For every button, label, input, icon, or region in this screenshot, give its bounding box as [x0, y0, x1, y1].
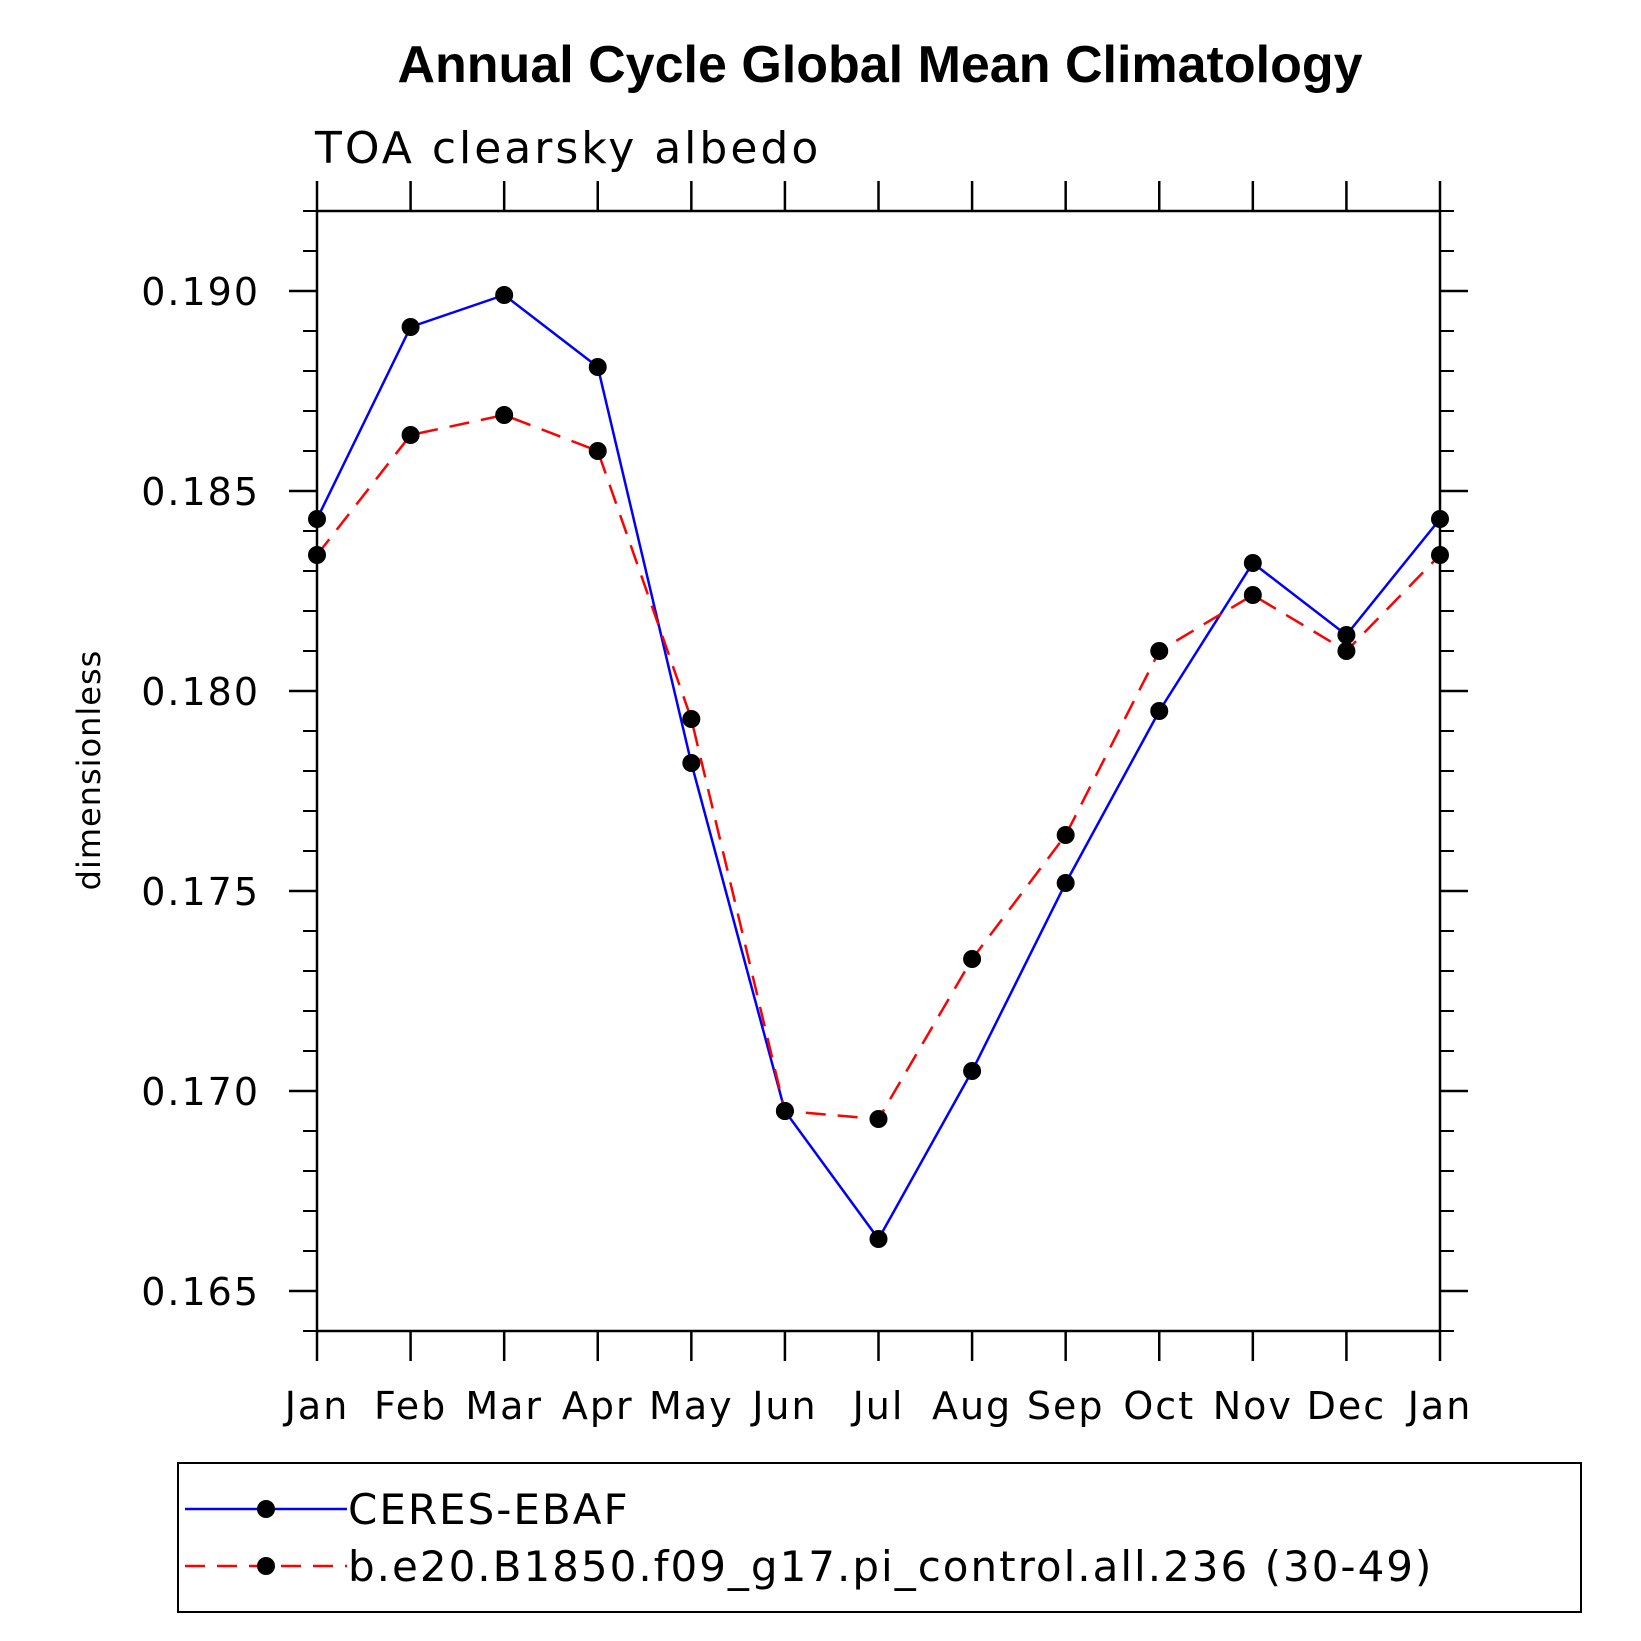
series-line-2: [316, 413, 1441, 1121]
legend-marker-series-2: [257, 1557, 275, 1575]
x-tick-label: Jun: [750, 1384, 817, 1428]
series-1-point: [1056, 874, 1075, 892]
series-2-point: [1150, 642, 1169, 660]
y-tick-label: 0.190: [141, 270, 260, 314]
y-axis-label: dimensionless: [70, 650, 108, 891]
series-2-point: [401, 426, 420, 444]
series-1-point: [1243, 554, 1262, 572]
series-1-point: [401, 318, 420, 336]
y-tick-label: 0.185: [141, 470, 260, 514]
series-1-point: [682, 754, 701, 772]
series-2-point: [682, 710, 701, 728]
series-1-point: [1337, 626, 1356, 644]
chart-subtitle: TOA clearsky albedo: [314, 123, 821, 174]
series-1-point: [869, 1230, 888, 1248]
x-tick-label: Apr: [562, 1384, 634, 1428]
x-tick-label: Sep: [1027, 1384, 1105, 1428]
plot-frame: [315, 209, 1442, 1333]
series-line-1: [315, 293, 1441, 1242]
x-tick-label: Jul: [851, 1384, 905, 1428]
series-2-point: [308, 546, 326, 564]
y-tick-label: 0.170: [141, 1070, 260, 1114]
x-tick-label: Nov: [1213, 1384, 1293, 1428]
series-1-point: [308, 510, 326, 528]
series-2-point: [1431, 546, 1449, 564]
legend-label-series-2: b.e20.B1850.f09_g17.pi_control.all.236 (…: [348, 1542, 1433, 1591]
chart-title: Annual Cycle Global Mean Climatology: [397, 36, 1362, 94]
series-2-point: [588, 442, 607, 460]
series-1-point: [963, 1062, 982, 1080]
x-tick-label: Dec: [1307, 1384, 1387, 1428]
legend: CERES-EBAF b.e20.B1850.f09_g17.pi_contro…: [177, 1462, 1582, 1613]
y-tick-label: 0.175: [141, 870, 260, 914]
x-tick-label: Feb: [374, 1384, 447, 1428]
series-2-point: [495, 406, 514, 424]
series-1-point: [588, 358, 607, 376]
series-2-point: [1056, 826, 1075, 844]
series-2-point: [1243, 586, 1262, 604]
series-2-point: [963, 950, 982, 968]
series-2-point: [1337, 642, 1356, 660]
series-1-point: [1431, 510, 1449, 528]
x-tick-label: May: [649, 1384, 734, 1428]
series-1-point: [495, 286, 514, 304]
x-tick-label: Aug: [932, 1384, 1012, 1428]
y-tick-label: 0.165: [141, 1270, 260, 1314]
y-tick-label: 0.180: [141, 670, 260, 714]
legend-label-series-1: CERES-EBAF: [348, 1485, 630, 1534]
x-tick-label: Jan: [1406, 1384, 1473, 1428]
plot-area: 0.165 0.170 0.175 0.180 0.185 0.190 Jan Feb Mar A…: [141, 181, 1473, 1428]
legend-marker-series-1: [257, 1500, 275, 1518]
series-2-point: [869, 1110, 888, 1128]
series-1-point: [1150, 702, 1169, 720]
series-2-point: [775, 1102, 794, 1120]
x-tick-label: Jan: [283, 1384, 350, 1428]
x-tick-label: Mar: [465, 1384, 543, 1428]
x-tick-label: Oct: [1123, 1384, 1195, 1428]
legend-box: [177, 1462, 1582, 1613]
